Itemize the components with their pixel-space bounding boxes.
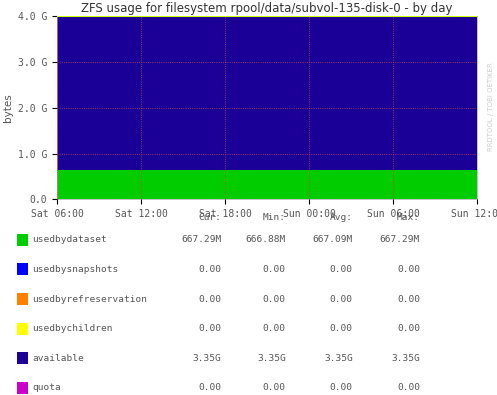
- Text: 0.00: 0.00: [397, 324, 420, 333]
- Text: usedbyrefreservation: usedbyrefreservation: [32, 295, 147, 303]
- Text: usedbychildren: usedbychildren: [32, 324, 113, 333]
- Text: 3.35G: 3.35G: [257, 354, 286, 363]
- Y-axis label: bytes: bytes: [2, 93, 12, 122]
- Title: ZFS usage for filesystem rpool/data/subvol-135-disk-0 - by day: ZFS usage for filesystem rpool/data/subv…: [82, 2, 453, 15]
- Text: Cur:: Cur:: [198, 213, 221, 222]
- Text: 0.00: 0.00: [330, 324, 353, 333]
- Text: 0.00: 0.00: [397, 384, 420, 392]
- Text: 667.29M: 667.29M: [181, 235, 221, 244]
- Text: 0.00: 0.00: [263, 265, 286, 274]
- Text: 667.09M: 667.09M: [313, 235, 353, 244]
- Text: 667.29M: 667.29M: [380, 235, 420, 244]
- Text: 0.00: 0.00: [397, 295, 420, 303]
- Text: 3.35G: 3.35G: [391, 354, 420, 363]
- Text: 3.35G: 3.35G: [324, 354, 353, 363]
- Text: 0.00: 0.00: [198, 324, 221, 333]
- Text: usedbydataset: usedbydataset: [32, 235, 107, 244]
- Text: 0.00: 0.00: [330, 265, 353, 274]
- Text: quota: quota: [32, 384, 61, 392]
- Text: 0.00: 0.00: [397, 265, 420, 274]
- Text: 0.00: 0.00: [263, 295, 286, 303]
- Text: 0.00: 0.00: [198, 265, 221, 274]
- Text: RRDTOOL / TOBI OETIKER: RRDTOOL / TOBI OETIKER: [488, 62, 494, 151]
- Text: 0.00: 0.00: [263, 324, 286, 333]
- Text: Max:: Max:: [397, 213, 420, 222]
- Text: usedbysnapshots: usedbysnapshots: [32, 265, 119, 274]
- Text: 0.00: 0.00: [198, 295, 221, 303]
- Text: Min:: Min:: [263, 213, 286, 222]
- Text: 0.00: 0.00: [263, 384, 286, 392]
- Text: 666.88M: 666.88M: [246, 235, 286, 244]
- Text: 0.00: 0.00: [198, 384, 221, 392]
- Text: 0.00: 0.00: [330, 295, 353, 303]
- Text: 0.00: 0.00: [330, 384, 353, 392]
- Text: available: available: [32, 354, 84, 363]
- Text: 3.35G: 3.35G: [192, 354, 221, 363]
- Text: Avg:: Avg:: [330, 213, 353, 222]
